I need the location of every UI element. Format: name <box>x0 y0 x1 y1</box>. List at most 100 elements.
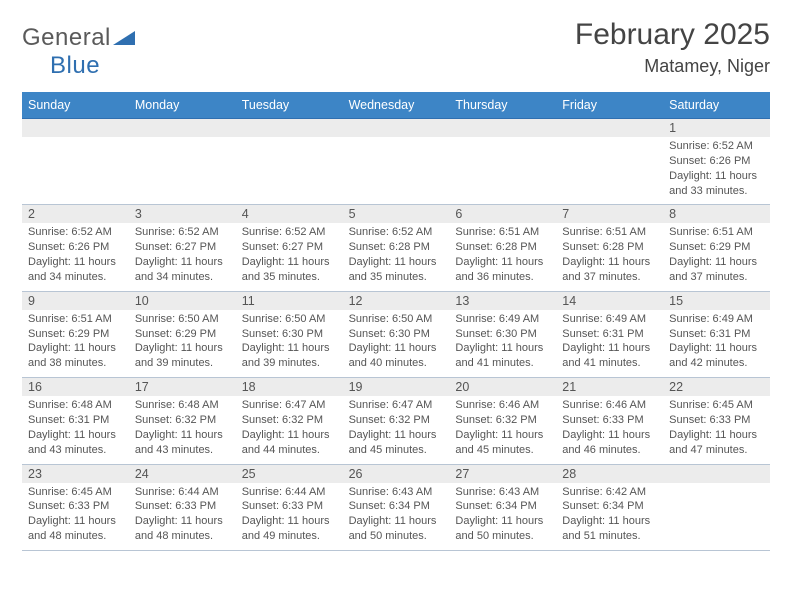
details-cell: Sunrise: 6:52 AM Sunset: 6:27 PM Dayligh… <box>236 223 343 290</box>
daynum-cell: 3 <box>129 205 236 223</box>
details-cell: Sunrise: 6:51 AM Sunset: 6:29 PM Dayligh… <box>663 223 770 290</box>
week-block: 16171819202122Sunrise: 6:48 AM Sunset: 6… <box>22 378 770 464</box>
details-cell: Sunrise: 6:48 AM Sunset: 6:32 PM Dayligh… <box>129 396 236 463</box>
daynum-cell: 26 <box>343 465 450 483</box>
daynum-cell <box>663 465 770 483</box>
daynum-row: 9101112131415 <box>22 292 770 310</box>
day-header-cell: Thursday <box>449 92 556 118</box>
details-cell: Sunrise: 6:46 AM Sunset: 6:33 PM Dayligh… <box>556 396 663 463</box>
week-divider <box>22 550 770 551</box>
logo-part1: General <box>22 24 111 51</box>
daynum-cell: 15 <box>663 292 770 310</box>
title-block: February 2025 Matamey, Niger <box>575 18 770 77</box>
daynum-cell: 14 <box>556 292 663 310</box>
details-cell: Sunrise: 6:45 AM Sunset: 6:33 PM Dayligh… <box>663 396 770 463</box>
day-header-cell: Sunday <box>22 92 129 118</box>
daynum-cell: 6 <box>449 205 556 223</box>
daynum-cell: 12 <box>343 292 450 310</box>
day-header-cell: Wednesday <box>343 92 450 118</box>
day-header-row: SundayMondayTuesdayWednesdayThursdayFrid… <box>22 92 770 119</box>
daynum-row: 2345678 <box>22 205 770 223</box>
details-cell: Sunrise: 6:51 AM Sunset: 6:28 PM Dayligh… <box>556 223 663 290</box>
week-block: 232425262728Sunrise: 6:45 AM Sunset: 6:3… <box>22 465 770 551</box>
daynum-cell: 10 <box>129 292 236 310</box>
daynum-cell: 11 <box>236 292 343 310</box>
weeks-container: 1Sunrise: 6:52 AM Sunset: 6:26 PM Daylig… <box>22 119 770 551</box>
daynum-cell: 27 <box>449 465 556 483</box>
calendar: SundayMondayTuesdayWednesdayThursdayFrid… <box>22 92 770 551</box>
daynum-cell: 28 <box>556 465 663 483</box>
details-cell: Sunrise: 6:48 AM Sunset: 6:31 PM Dayligh… <box>22 396 129 463</box>
daynum-cell: 1 <box>663 119 770 137</box>
daynum-cell: 19 <box>343 378 450 396</box>
details-row: Sunrise: 6:45 AM Sunset: 6:33 PM Dayligh… <box>22 483 770 550</box>
details-cell: Sunrise: 6:52 AM Sunset: 6:28 PM Dayligh… <box>343 223 450 290</box>
daynum-cell: 16 <box>22 378 129 396</box>
logo-text: General Blue <box>22 24 135 80</box>
details-cell: Sunrise: 6:50 AM Sunset: 6:30 PM Dayligh… <box>236 310 343 377</box>
daynum-cell: 2 <box>22 205 129 223</box>
details-cell: Sunrise: 6:49 AM Sunset: 6:31 PM Dayligh… <box>663 310 770 377</box>
details-cell: Sunrise: 6:47 AM Sunset: 6:32 PM Dayligh… <box>236 396 343 463</box>
daynum-row: 16171819202122 <box>22 378 770 396</box>
details-cell <box>556 137 663 204</box>
details-cell: Sunrise: 6:51 AM Sunset: 6:28 PM Dayligh… <box>449 223 556 290</box>
week-block: 1Sunrise: 6:52 AM Sunset: 6:26 PM Daylig… <box>22 119 770 205</box>
logo: General Blue <box>22 24 135 80</box>
daynum-cell: 20 <box>449 378 556 396</box>
details-cell: Sunrise: 6:45 AM Sunset: 6:33 PM Dayligh… <box>22 483 129 550</box>
details-cell: Sunrise: 6:51 AM Sunset: 6:29 PM Dayligh… <box>22 310 129 377</box>
daynum-cell: 5 <box>343 205 450 223</box>
daynum-cell <box>129 119 236 137</box>
week-block: 2345678Sunrise: 6:52 AM Sunset: 6:26 PM … <box>22 205 770 291</box>
details-cell: Sunrise: 6:50 AM Sunset: 6:30 PM Dayligh… <box>343 310 450 377</box>
details-cell: Sunrise: 6:52 AM Sunset: 6:26 PM Dayligh… <box>663 137 770 204</box>
details-cell: Sunrise: 6:52 AM Sunset: 6:27 PM Dayligh… <box>129 223 236 290</box>
details-cell <box>663 483 770 550</box>
daynum-cell: 8 <box>663 205 770 223</box>
details-cell: Sunrise: 6:44 AM Sunset: 6:33 PM Dayligh… <box>129 483 236 550</box>
details-cell: Sunrise: 6:44 AM Sunset: 6:33 PM Dayligh… <box>236 483 343 550</box>
month-title: February 2025 <box>575 18 770 52</box>
daynum-row: 232425262728 <box>22 465 770 483</box>
day-header-cell: Tuesday <box>236 92 343 118</box>
details-cell: Sunrise: 6:49 AM Sunset: 6:31 PM Dayligh… <box>556 310 663 377</box>
details-cell: Sunrise: 6:43 AM Sunset: 6:34 PM Dayligh… <box>449 483 556 550</box>
details-row: Sunrise: 6:52 AM Sunset: 6:26 PM Dayligh… <box>22 137 770 204</box>
daynum-cell <box>236 119 343 137</box>
daynum-cell <box>343 119 450 137</box>
daynum-cell <box>449 119 556 137</box>
daynum-cell: 13 <box>449 292 556 310</box>
week-block: 9101112131415Sunrise: 6:51 AM Sunset: 6:… <box>22 292 770 378</box>
details-cell: Sunrise: 6:50 AM Sunset: 6:29 PM Dayligh… <box>129 310 236 377</box>
details-row: Sunrise: 6:51 AM Sunset: 6:29 PM Dayligh… <box>22 310 770 377</box>
logo-part2: Blue <box>50 52 100 79</box>
location: Matamey, Niger <box>575 56 770 77</box>
day-header-cell: Monday <box>129 92 236 118</box>
daynum-cell: 18 <box>236 378 343 396</box>
daynum-cell: 21 <box>556 378 663 396</box>
day-header-cell: Friday <box>556 92 663 118</box>
details-cell: Sunrise: 6:49 AM Sunset: 6:30 PM Dayligh… <box>449 310 556 377</box>
details-cell <box>129 137 236 204</box>
daynum-row: 1 <box>22 119 770 137</box>
details-cell <box>449 137 556 204</box>
daynum-cell: 7 <box>556 205 663 223</box>
details-row: Sunrise: 6:52 AM Sunset: 6:26 PM Dayligh… <box>22 223 770 290</box>
daynum-cell: 24 <box>129 465 236 483</box>
daynum-cell: 25 <box>236 465 343 483</box>
daynum-cell: 23 <box>22 465 129 483</box>
daynum-cell <box>556 119 663 137</box>
calendar-page: General Blue February 2025 Matamey, Nige… <box>0 0 792 563</box>
triangle-icon <box>113 24 135 52</box>
daynum-cell <box>22 119 129 137</box>
daynum-cell: 4 <box>236 205 343 223</box>
daynum-cell: 9 <box>22 292 129 310</box>
details-cell: Sunrise: 6:43 AM Sunset: 6:34 PM Dayligh… <box>343 483 450 550</box>
details-cell: Sunrise: 6:42 AM Sunset: 6:34 PM Dayligh… <box>556 483 663 550</box>
day-header-cell: Saturday <box>663 92 770 118</box>
details-cell: Sunrise: 6:46 AM Sunset: 6:32 PM Dayligh… <box>449 396 556 463</box>
details-cell <box>22 137 129 204</box>
header: General Blue February 2025 Matamey, Nige… <box>22 18 770 80</box>
details-row: Sunrise: 6:48 AM Sunset: 6:31 PM Dayligh… <box>22 396 770 463</box>
